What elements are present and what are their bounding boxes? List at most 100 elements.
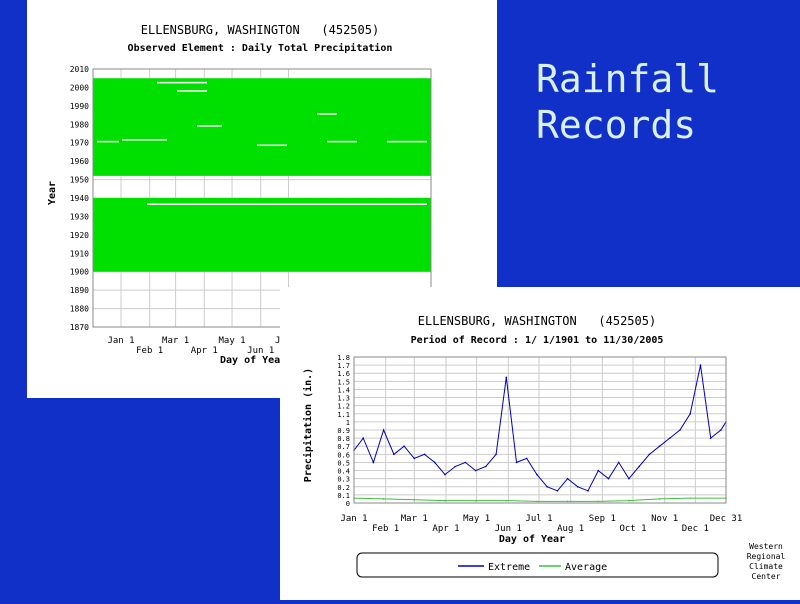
chart2-y-tick-label: 0.1 — [337, 492, 350, 500]
chart1-x-tick-label: Feb 1 — [136, 346, 163, 356]
chart1-record-bands — [93, 78, 431, 272]
chart2-y-ticks: 1.81.71.61.51.41.31.21.110.90.80.70.60.5… — [337, 354, 350, 508]
chart1-ylabel: Year — [47, 181, 58, 205]
chart2-series-extreme-point — [525, 457, 528, 460]
chart2-x-tick-label: Apr 1 — [432, 524, 459, 534]
chart2-legend: Extreme Average — [356, 552, 719, 578]
chart2-series-average-point — [536, 500, 538, 503]
chart2-series-extreme-point — [597, 469, 600, 472]
chart1-xlabel: Day of Year — [220, 355, 286, 366]
chart2-x-tick-label: Sep 1 — [589, 514, 616, 524]
chart1-y-tick-label: 1940 — [70, 194, 89, 203]
chart2-x-ticks: Jan 1 Mar 1 May 1 Jul 1 Sep 1 Nov 1 Dec 31 Feb … — [340, 514, 742, 534]
slide-title-line-1: Rainfall — [536, 57, 720, 101]
chart1-y-tick-label: 1900 — [70, 268, 89, 277]
chart2-series-extreme-point — [648, 453, 651, 456]
legend-extreme-label: Extreme — [488, 562, 530, 573]
chart1-subtitle: Observed Element : Daily Total Precipita… — [128, 42, 393, 54]
chart2-title: ELLENSBURG, WASHINGTON (452505) — [418, 314, 656, 328]
chart2-y-tick-label: 0.4 — [337, 468, 350, 476]
chart2-x-tick-label: Oct 1 — [619, 524, 646, 534]
chart2-x-tick-label: May 1 — [463, 514, 490, 524]
chart2-series-extreme-point — [556, 490, 559, 492]
credit-line-1: Western — [749, 542, 783, 551]
chart2-series-average — [353, 497, 726, 502]
wrcc-credit: Western Regional Climate Center — [747, 542, 786, 581]
chart2-y-tick-label: 1.6 — [337, 370, 350, 378]
chart2-series-average-point — [382, 498, 385, 500]
chart1-x-tick-label: Apr 1 — [191, 346, 218, 356]
chart1-missing-streak — [317, 113, 337, 115]
chart2-series-extreme-point — [617, 461, 620, 464]
chart2-series-average-point — [505, 499, 508, 502]
chart1-missing-streak — [257, 144, 287, 147]
chart2-series-extreme-point — [474, 469, 477, 472]
chart2-series-extreme-point — [536, 473, 538, 476]
chart1-missing-streak — [327, 140, 357, 143]
chart2-x-tick-label: Dec 1 — [682, 524, 709, 534]
chart1-y-tick-label: 1990 — [70, 102, 89, 111]
coverage-chart: ELLENSBURG, WASHINGTON (452505) Observed… — [47, 23, 432, 366]
chart2-series-average-point — [566, 500, 569, 503]
chart2-series-extreme-point — [607, 477, 610, 480]
chart1-y-tick-label: 1880 — [70, 305, 89, 314]
chart2-y-tick-label: 0.3 — [337, 476, 350, 484]
chart2-y-tick-label: 0.9 — [337, 427, 350, 435]
chart1-x-tick-label: Jan 1 — [107, 336, 134, 346]
chart1-missing-streak — [387, 140, 427, 143]
chart2-series-extreme-point — [362, 437, 364, 439]
chart2-x-tick-label: Mar 1 — [401, 514, 428, 524]
chart2-series-extreme-point — [433, 461, 436, 464]
chart1-x-tick-label: May 1 — [218, 336, 245, 346]
chart2-series-extreme-point — [638, 465, 640, 468]
chart1-y-tick-label: 1910 — [70, 249, 89, 258]
credit-line-2: Regional — [747, 552, 786, 561]
legend-frame — [356, 552, 719, 578]
chart2-x-tick-label: Feb 1 — [372, 524, 399, 534]
chart2-series-average-point — [474, 499, 477, 502]
chart2-series-extreme-point — [566, 477, 569, 480]
chart2-series-average-point — [413, 498, 416, 501]
chart2-plot-frame — [353, 356, 727, 504]
chart2-y-tick-label: 1.7 — [337, 362, 350, 370]
chart2-series-extreme-point — [628, 477, 630, 480]
chart1-y-tick-label: 1970 — [70, 139, 89, 148]
chart2-series-average-point — [689, 497, 692, 499]
chart1-missing-streak — [147, 203, 427, 206]
chart1-y-tick-label: 1920 — [70, 231, 89, 240]
chart2-y-tick-label: 1 — [346, 419, 350, 427]
slide-title: Rainfall Records — [536, 56, 719, 148]
chart2-grid — [353, 356, 727, 504]
chart1-y-tick-label: 2010 — [70, 65, 89, 74]
chart2-series — [353, 364, 727, 503]
chart2-series-extreme-point — [546, 485, 548, 488]
chart2-y-tick-label: 1.3 — [337, 395, 350, 403]
chart1-missing-streak — [197, 125, 222, 127]
chart2-series-extreme-point — [464, 461, 467, 464]
chart2-series-extreme-point — [393, 453, 395, 456]
chart2-series-extreme-point — [587, 490, 589, 492]
chart2-y-tick-label: 1.8 — [337, 354, 350, 362]
chart2-series-average-point — [628, 499, 630, 502]
chart2-y-tick-label: 0.8 — [337, 435, 350, 443]
chart1-y-tick-label: 1960 — [70, 157, 89, 166]
credit-line-3: Climate — [749, 562, 783, 571]
chart1-missing-streak — [177, 90, 207, 92]
chart1-x-tick-label: Mar 1 — [162, 336, 189, 346]
chart2-series-extreme-point — [577, 485, 579, 488]
chart2-y-tick-label: 1.1 — [337, 411, 350, 419]
slide-title-line-2: Records — [536, 103, 697, 147]
chart2-y-tick-label: 0.5 — [337, 459, 350, 467]
chart2-series-extreme-point — [403, 445, 405, 448]
chart2-y-tick-label: 0.6 — [337, 451, 350, 459]
chart2-series-extreme-point — [423, 453, 426, 456]
chart1-record-band — [93, 78, 431, 176]
chart2-x-tick-label: Jul 1 — [525, 514, 552, 524]
chart2-series-average-point — [444, 499, 446, 502]
chart2-x-tick-label: Jan 1 — [340, 514, 367, 524]
chart2-series-extreme-point — [382, 429, 385, 431]
chart2-y-tick-label: 1.2 — [337, 403, 350, 411]
chart2-series-extreme — [353, 364, 727, 492]
chart2-y-tick-label: 1.5 — [337, 378, 350, 386]
chart1-missing-streak — [67, 147, 93, 149]
